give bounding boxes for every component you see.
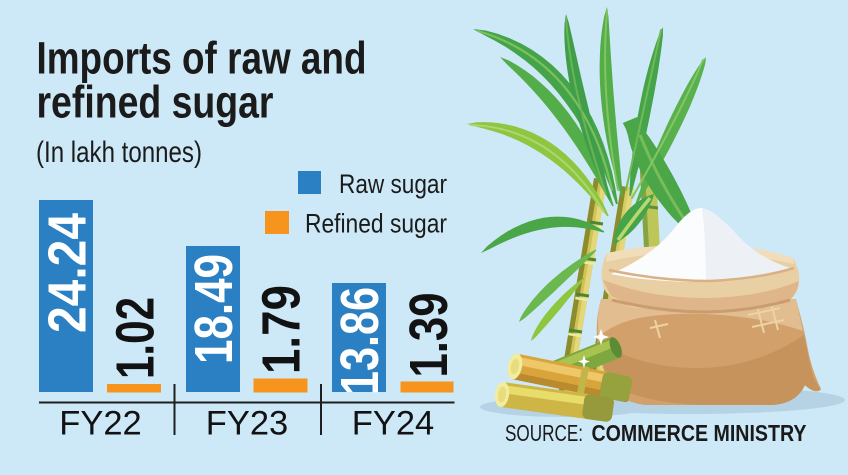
svg-text:FY22: FY22 [59,405,141,443]
svg-text:1.39: 1.39 [399,293,459,378]
svg-text:1.02: 1.02 [106,297,166,379]
svg-text:18.49: 18.49 [184,254,244,364]
svg-text:Raw sugar: Raw sugar [339,169,447,199]
svg-text:refined sugar: refined sugar [37,76,274,127]
svg-text:Imports of raw and: Imports of raw and [37,33,367,84]
svg-text:FY24: FY24 [352,405,434,443]
svg-text:FY23: FY23 [206,405,288,443]
svg-text:COMMERCE MINISTRY: COMMERCE MINISTRY [592,420,807,446]
svg-text:13.86: 13.86 [330,287,390,395]
svg-text:(In lakh tonnes): (In lakh tonnes) [36,136,202,169]
svg-text:1.79: 1.79 [252,285,312,374]
svg-text:SOURCE:: SOURCE: [505,420,583,446]
svg-text:Refined sugar: Refined sugar [305,209,447,239]
svg-text:24.24: 24.24 [38,213,98,333]
